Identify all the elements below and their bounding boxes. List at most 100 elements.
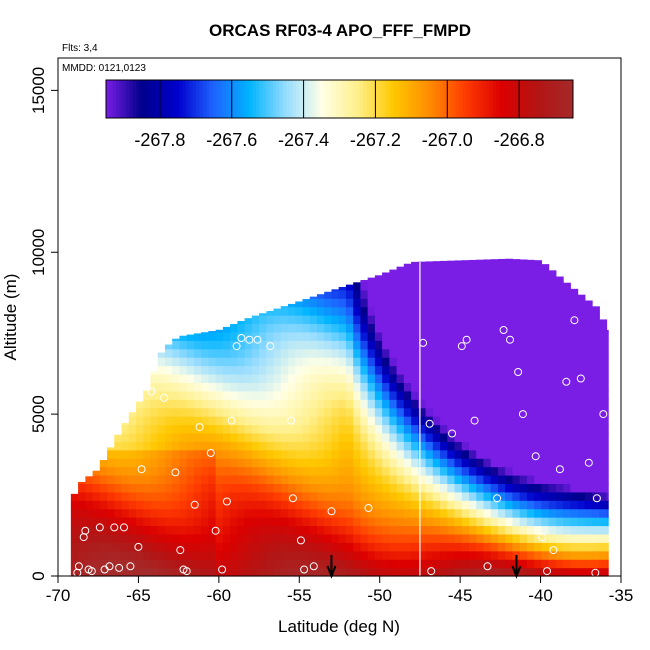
field-cell — [468, 542, 477, 552]
field-cell — [295, 533, 304, 543]
field-cell — [237, 517, 246, 527]
field-cell — [280, 365, 289, 375]
field-cell — [164, 559, 173, 569]
field-cell — [273, 441, 282, 451]
field-cell — [128, 525, 137, 535]
field-cell — [382, 306, 390, 316]
field-cell — [215, 466, 224, 476]
field-cell — [136, 542, 144, 552]
field-cell — [353, 533, 362, 543]
field-cell — [302, 517, 311, 527]
field-cell — [215, 517, 224, 527]
field-cell — [273, 357, 282, 367]
field-cell — [468, 348, 477, 358]
field-cell — [266, 474, 275, 485]
field-cell — [505, 508, 514, 518]
y-axis-title: Altitude (m) — [1, 274, 20, 361]
field-cell — [432, 399, 441, 409]
field-cell — [468, 340, 477, 350]
colorbar-segment — [142, 80, 147, 118]
field-cell — [324, 466, 333, 476]
field-cell — [266, 525, 275, 535]
field-cell — [548, 466, 557, 476]
field-cell — [592, 365, 600, 375]
colorbar-segment — [359, 80, 364, 118]
field-cell — [353, 331, 362, 341]
field-cell — [534, 382, 542, 392]
field-cell — [418, 432, 427, 442]
field-cell — [201, 458, 209, 468]
field-cell — [563, 340, 571, 350]
field-cell — [599, 424, 608, 434]
field-cell — [143, 500, 152, 510]
field-cell — [425, 264, 434, 274]
field-cell — [447, 567, 456, 577]
field-cell — [164, 424, 173, 434]
field-cell — [266, 441, 275, 451]
field-cell — [497, 466, 506, 476]
field-cell — [483, 340, 492, 350]
field-cell — [164, 466, 173, 476]
field-cell — [454, 550, 463, 560]
field-cell — [157, 533, 166, 543]
field-cell — [490, 508, 499, 518]
field-cell — [447, 458, 456, 468]
field-cell — [280, 491, 289, 501]
field-cell — [411, 416, 419, 426]
field-cell — [85, 567, 94, 577]
field-cell — [164, 432, 173, 442]
field-cell — [490, 491, 499, 501]
field-cell — [367, 441, 376, 451]
field-cell — [353, 441, 362, 451]
field-cell — [121, 483, 130, 493]
field-cell — [606, 348, 609, 358]
field-cell — [295, 432, 304, 442]
field-cell — [505, 348, 514, 358]
field-cell — [251, 424, 260, 434]
field-cell — [505, 542, 514, 552]
field-cell — [273, 308, 282, 316]
field-cell — [411, 491, 419, 501]
colorbar-segment — [499, 80, 504, 118]
field-cell — [476, 306, 485, 316]
field-cell — [201, 449, 209, 459]
field-cell — [505, 357, 514, 367]
field-cell — [577, 550, 586, 560]
field-cell — [114, 491, 123, 501]
field-cell — [461, 306, 470, 316]
field-cell — [403, 542, 412, 552]
field-cell — [599, 399, 608, 409]
field-cell — [382, 382, 390, 392]
flights-annotation: Flts: 3,4 — [62, 43, 98, 54]
field-cell — [592, 474, 600, 485]
field-cell — [85, 500, 94, 510]
field-cell — [208, 373, 217, 383]
field-cell — [353, 491, 362, 501]
sample-point — [506, 335, 514, 344]
field-cell — [403, 390, 412, 400]
field-cell — [143, 432, 152, 442]
field-cell — [193, 466, 202, 476]
colorbar-segment — [329, 80, 334, 118]
field-cell — [418, 458, 427, 468]
field-cell — [345, 432, 354, 442]
field-cell — [606, 340, 609, 350]
field-cell — [534, 466, 542, 476]
field-cell — [570, 365, 579, 375]
field-cell — [382, 365, 390, 375]
field-cell — [288, 533, 296, 543]
field-cell — [353, 298, 362, 308]
field-cell — [143, 441, 152, 451]
field-cell — [273, 390, 282, 400]
field-cell — [505, 533, 514, 543]
field-cell — [403, 491, 412, 501]
field-cell — [483, 533, 492, 543]
field-cell — [519, 298, 528, 308]
field-cell — [302, 357, 311, 367]
field-cell — [201, 466, 209, 476]
field-cell — [288, 466, 296, 476]
field-cell — [541, 323, 550, 333]
field-cell — [468, 399, 477, 409]
field-cell — [201, 340, 209, 350]
field-cell — [389, 449, 398, 459]
